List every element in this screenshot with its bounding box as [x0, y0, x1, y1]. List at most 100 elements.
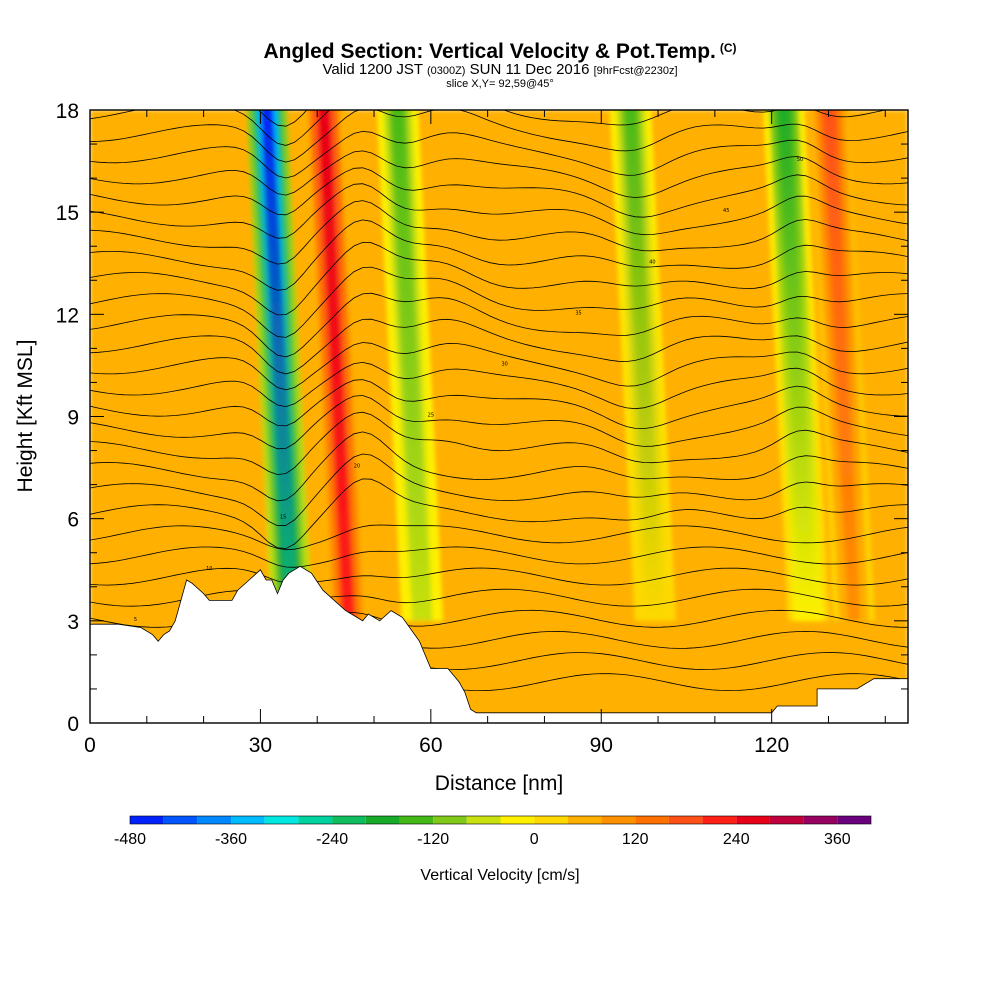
velocity-band [624, 110, 662, 621]
theta-contour [90, 342, 908, 391]
theta-contour [90, 150, 908, 198]
chart-title: Angled Section: Vertical Velocity & Pot.… [90, 36, 910, 64]
chart-axes: 0 30 60 90 120 0 3 6 9 12 15 18 [56, 100, 908, 757]
colorbar-frame [129, 815, 872, 825]
velocity-field: 5 10 15 20 25 30 35 40 45 50 [90, 110, 908, 723]
colorbar-swatch [466, 816, 501, 824]
colorbar-swatch [769, 816, 804, 824]
theta-contour [90, 183, 908, 239]
x-tick-label: 60 [419, 734, 442, 757]
theta-contour [90, 266, 908, 338]
colorbar-swatch [500, 816, 535, 824]
colorbar: -480 -360 -240 -120 0 120 240 360 [114, 815, 872, 848]
colorbar-swatch [231, 816, 265, 824]
colorbar-swatch [433, 816, 467, 824]
colorbar-swatch [736, 816, 770, 824]
theta-contour [90, 241, 908, 316]
colorbar-tick-label: 360 [824, 831, 851, 848]
contour-label: 50 [797, 157, 803, 163]
contour-label: 15 [280, 515, 286, 521]
chart-title-text: Angled Section: Vertical Velocity & Pot.… [263, 40, 716, 63]
y-tick-label: 18 [56, 100, 79, 123]
colorbar-swatch [635, 816, 669, 824]
colorbar-tick-label: 240 [723, 831, 750, 848]
colorbar-swatch [197, 816, 232, 824]
terrain-mask [90, 565, 908, 723]
velocity-band [391, 110, 429, 621]
slice-info: slice X,Y= 92,59@45° [446, 78, 554, 90]
theta-contour [90, 130, 908, 179]
velocity-band [823, 110, 861, 621]
x-tick-label: 120 [754, 734, 789, 757]
valid-time: Valid 1200 JST [322, 61, 423, 78]
chart-subtitle: Valid 1200 JST (0300Z) SUN 11 Dec 2016 [… [90, 62, 910, 79]
colorbar-tick-label: -360 [215, 831, 247, 848]
theta-contour [90, 167, 908, 218]
contour-label: 40 [649, 259, 655, 265]
y-tick-label: 12 [56, 304, 79, 327]
contour-label: 5 [134, 617, 137, 623]
theta-contour [90, 292, 908, 358]
colorbar-swatch [601, 816, 636, 824]
velocity-band [317, 110, 355, 621]
chart-header: Angled Section: Vertical Velocity & Pot.… [90, 36, 910, 90]
colorbar-tick-label: -240 [316, 831, 348, 848]
theta-contour [90, 431, 908, 502]
colorbar-title: Vertical Velocity [cm/s] [420, 867, 579, 884]
theta-contour [90, 567, 908, 586]
theta-contour [90, 588, 908, 607]
y-tick-label: 15 [56, 202, 79, 225]
theta-contour [90, 379, 908, 430]
colorbar-swatch [668, 816, 703, 824]
theta-contour [90, 361, 908, 410]
x-tick-label: 30 [249, 734, 272, 757]
velocity-band [777, 110, 815, 621]
contour-label: 10 [206, 566, 212, 572]
colorbar-tick-label: 0 [530, 831, 539, 848]
y-tick-label: 3 [67, 611, 79, 634]
theta-contour [90, 110, 908, 163]
x-axis-title: Distance [nm] [435, 772, 563, 795]
velocity-band [260, 110, 298, 621]
x-tick-label: 0 [84, 734, 96, 757]
colorbar-tick-label: -120 [417, 831, 449, 848]
colorbar-tick-label: -480 [114, 831, 146, 848]
valid-date: SUN 11 Dec 2016 [469, 61, 590, 78]
colorbar-swatch [298, 816, 333, 824]
valid-utc: (0300Z) [426, 65, 466, 77]
colorbar-swatch [130, 816, 164, 824]
x-tick-label: 90 [590, 734, 613, 757]
y-tick-label: 6 [67, 509, 79, 532]
theta-contour [90, 546, 908, 568]
colorbar-swatch [702, 816, 737, 824]
y-tick-label: 9 [67, 407, 79, 430]
colorbar-swatch [567, 816, 602, 824]
contour-label: 25 [428, 413, 434, 419]
theta-contour [90, 318, 908, 375]
theta-contour [90, 219, 908, 291]
colorbar-swatch [534, 816, 568, 824]
y-axis-title: Height [Kft MSL] [14, 340, 37, 493]
colorbar-swatch [399, 816, 434, 824]
colorbar-swatch [332, 816, 366, 824]
theta-contour [90, 453, 908, 527]
theta-contour [90, 524, 908, 551]
contour-label: 20 [354, 464, 360, 470]
contour-label: 35 [575, 310, 581, 316]
theta-contour [90, 200, 908, 265]
colorbar-swatch [803, 816, 838, 824]
theta-contour [90, 395, 908, 450]
contour-label: 45 [723, 208, 729, 214]
colorbar-tick-label: 120 [622, 831, 649, 848]
y-tick-label: 0 [67, 713, 79, 736]
chart-title-unit: (C) [719, 41, 737, 55]
contour-label: 30 [501, 361, 507, 367]
theta-contours: 5 10 15 20 25 30 35 40 45 50 [90, 110, 908, 694]
theta-contour [90, 478, 908, 549]
forecast-info: [9hrFcst@2230z] [593, 65, 678, 77]
colorbar-swatch [264, 816, 299, 824]
colorbar-swatch [163, 816, 198, 824]
theta-contour [90, 411, 908, 476]
colorbar-swatch [837, 816, 871, 824]
